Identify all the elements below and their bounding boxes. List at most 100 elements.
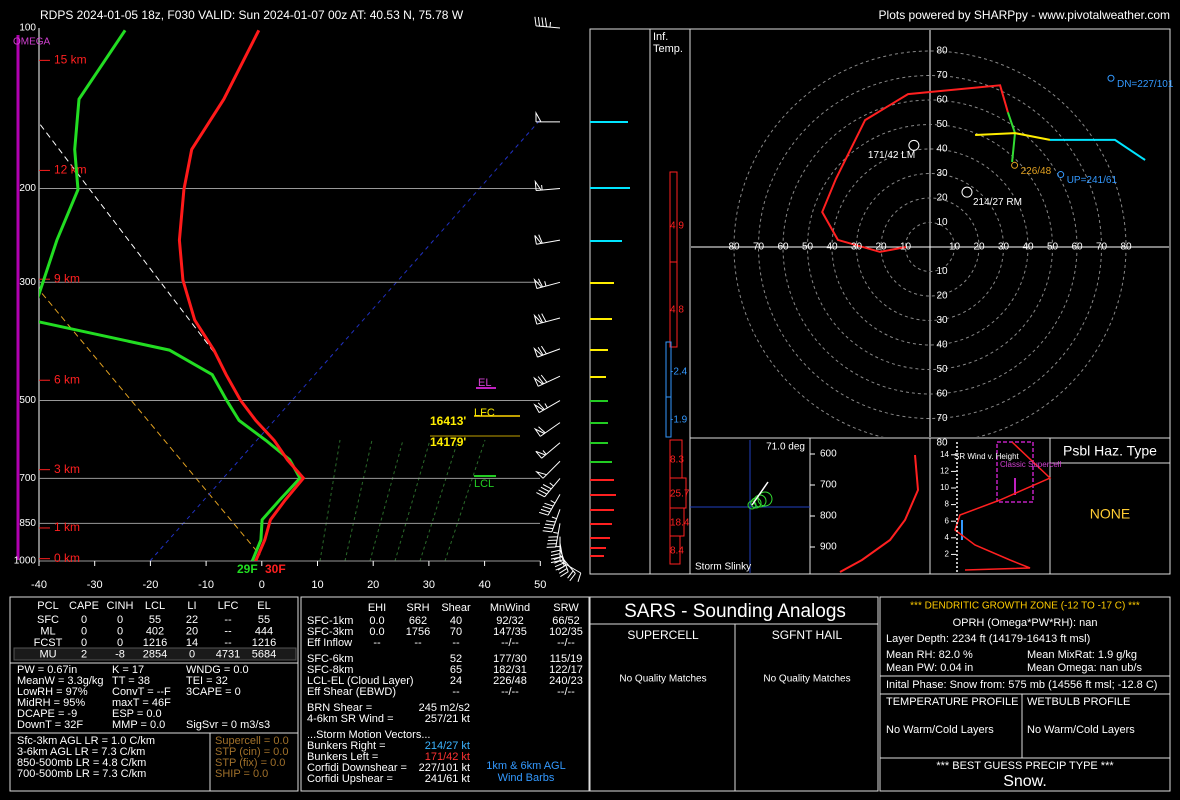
kin-label: SFC-3km: [307, 626, 353, 638]
storm-motion-marker: [961, 186, 973, 198]
hodo-ring-label: 40: [1022, 242, 1034, 253]
wind-barb: [553, 542, 565, 571]
sars-col: SUPERCELL: [627, 628, 699, 642]
dgz-result: No Warm/Cold Layers: [886, 724, 994, 736]
hodo-ring-label: 70: [1096, 242, 1108, 253]
height-label: 1 km: [54, 520, 80, 534]
lapse-rate: 850-500mb LR = 4.8 C/km: [17, 757, 146, 769]
kin-cell: --: [452, 686, 460, 698]
hodo-ring-label: 40: [826, 242, 838, 253]
parcel-header: PCL: [37, 600, 58, 612]
hodo-ring: [831, 148, 1029, 346]
parcel-cell: 0: [81, 614, 87, 626]
motion-value: 214/27 kt: [425, 740, 470, 752]
sr-tick-label: 10: [940, 483, 949, 492]
inf-temp-title: Temp.: [653, 43, 683, 55]
composite: Supercell = 0.0: [215, 735, 289, 747]
index: WNDG = 0.0: [186, 664, 249, 676]
index: ConvT = --F: [112, 686, 171, 698]
wind-barb: [546, 523, 561, 548]
mu-row-highlight: [13, 647, 297, 661]
inf-temp-value: 4.8: [670, 305, 684, 316]
hodo-ring-label: 30: [936, 168, 948, 179]
hazard-value: NONE: [1090, 506, 1130, 522]
wind-barb: [535, 110, 561, 123]
storm-motion-marker: [908, 139, 920, 151]
sr-tick-label: 14: [940, 450, 949, 459]
barb-note: 1km & 6km AGL: [486, 760, 565, 772]
parcel-cell: 1216: [143, 637, 167, 649]
parcel-cell: 14: [186, 637, 198, 649]
theta-tick-label: 600: [820, 449, 837, 460]
title: RDPS 2024-01-05 18z, F030 VALID: Sun 202…: [40, 8, 464, 22]
theta-tick-label: 800: [820, 511, 837, 522]
parcel-cell: ML: [40, 625, 55, 637]
inf-temp-value: 18.4: [670, 518, 690, 529]
index: DCAPE = -9: [17, 708, 77, 720]
wind-barb: [535, 460, 561, 479]
motion-label: Corfidi Downshear =: [307, 762, 407, 774]
kin-cell: 226/48: [493, 675, 527, 687]
sars-col: SGFNT HAIL: [772, 628, 843, 642]
sfc-temperature: 30F: [265, 562, 286, 576]
parcel-cell: 0: [81, 625, 87, 637]
lfc-label: LFC: [474, 407, 495, 419]
sars-title: SARS - Sounding Analogs: [624, 601, 846, 622]
wind-barb: [557, 548, 569, 578]
kin-cell: 115/19: [550, 653, 583, 665]
parcel-header: LFC: [218, 600, 239, 612]
parcel-cell: 0: [189, 648, 195, 660]
parcel-cell: 22: [186, 614, 198, 626]
wind-barb: [536, 478, 561, 498]
slinky-angle: 71.0 deg: [766, 442, 805, 453]
lcl-label: LCL: [474, 478, 494, 490]
hodo-ring-label: 10: [900, 242, 912, 253]
pressure-tick-label: 700: [19, 473, 36, 484]
parcel-cell: 20: [186, 625, 198, 637]
kin-extra: 4-6km SR Wind =: [307, 713, 394, 725]
wind-barb: [533, 313, 561, 325]
motion-label: Bunkers Left =: [307, 751, 378, 763]
hazard-title: Psbl Haz. Type: [1063, 443, 1157, 459]
kin-header: Shear: [441, 602, 471, 614]
hodo-ring-label: 10: [949, 242, 961, 253]
slinky: [690, 440, 810, 573]
kin-cell: 147/35: [493, 626, 527, 638]
index: K = 17: [112, 664, 144, 676]
dgz-line: Mean MixRat: 1.9 g/kg: [1027, 649, 1137, 661]
temperature-tick-label: -20: [142, 579, 158, 591]
storm-motion-marker: [1011, 161, 1019, 169]
temperature-tick-label: 50: [534, 579, 546, 591]
kin-cell: 240/23: [549, 675, 583, 687]
inf-temp-value: 25.7: [670, 489, 690, 500]
hodo-ring-label: 20: [973, 242, 985, 253]
parcel-cell: 1216: [252, 637, 276, 649]
height-label: 0 km: [54, 551, 80, 565]
hodo-ring-label: 80: [728, 242, 740, 253]
wind-barb: [533, 374, 561, 387]
hodo-ring-label: 80: [1120, 242, 1132, 253]
hodo-ring-label: 60: [1071, 242, 1083, 253]
wind-barb: [534, 234, 561, 245]
hodo-ring: [856, 173, 1004, 321]
dgz-line: Mean RH: 82.0 %: [886, 649, 973, 661]
motion-label: Corfidi Upshear =: [307, 773, 393, 785]
motion-value: 171/42 kt: [425, 751, 470, 763]
kin-label: Eff Shear (EBWD): [307, 686, 396, 698]
temperature-tick-label: -30: [87, 579, 103, 591]
parcel-header: LCL: [145, 600, 165, 612]
kin-cell: --: [452, 637, 460, 649]
panel-borders: [9, 28, 1171, 792]
wind-barb: [533, 345, 561, 358]
parcel-cell: 2: [81, 648, 87, 660]
lapse-rate: Sfc-3km AGL LR = 1.0 C/km: [17, 735, 155, 747]
parcel-cell: 0: [117, 637, 123, 649]
composite: STP (fix) = 0.0: [215, 757, 285, 769]
wind-barb: [539, 494, 561, 516]
kin-header: EHI: [368, 602, 386, 614]
pressure-tick-label: 500: [19, 395, 36, 406]
theta-tick-label: 700: [820, 480, 837, 491]
wind-barb: [542, 509, 561, 533]
kin-cell: 0.0: [369, 615, 384, 627]
